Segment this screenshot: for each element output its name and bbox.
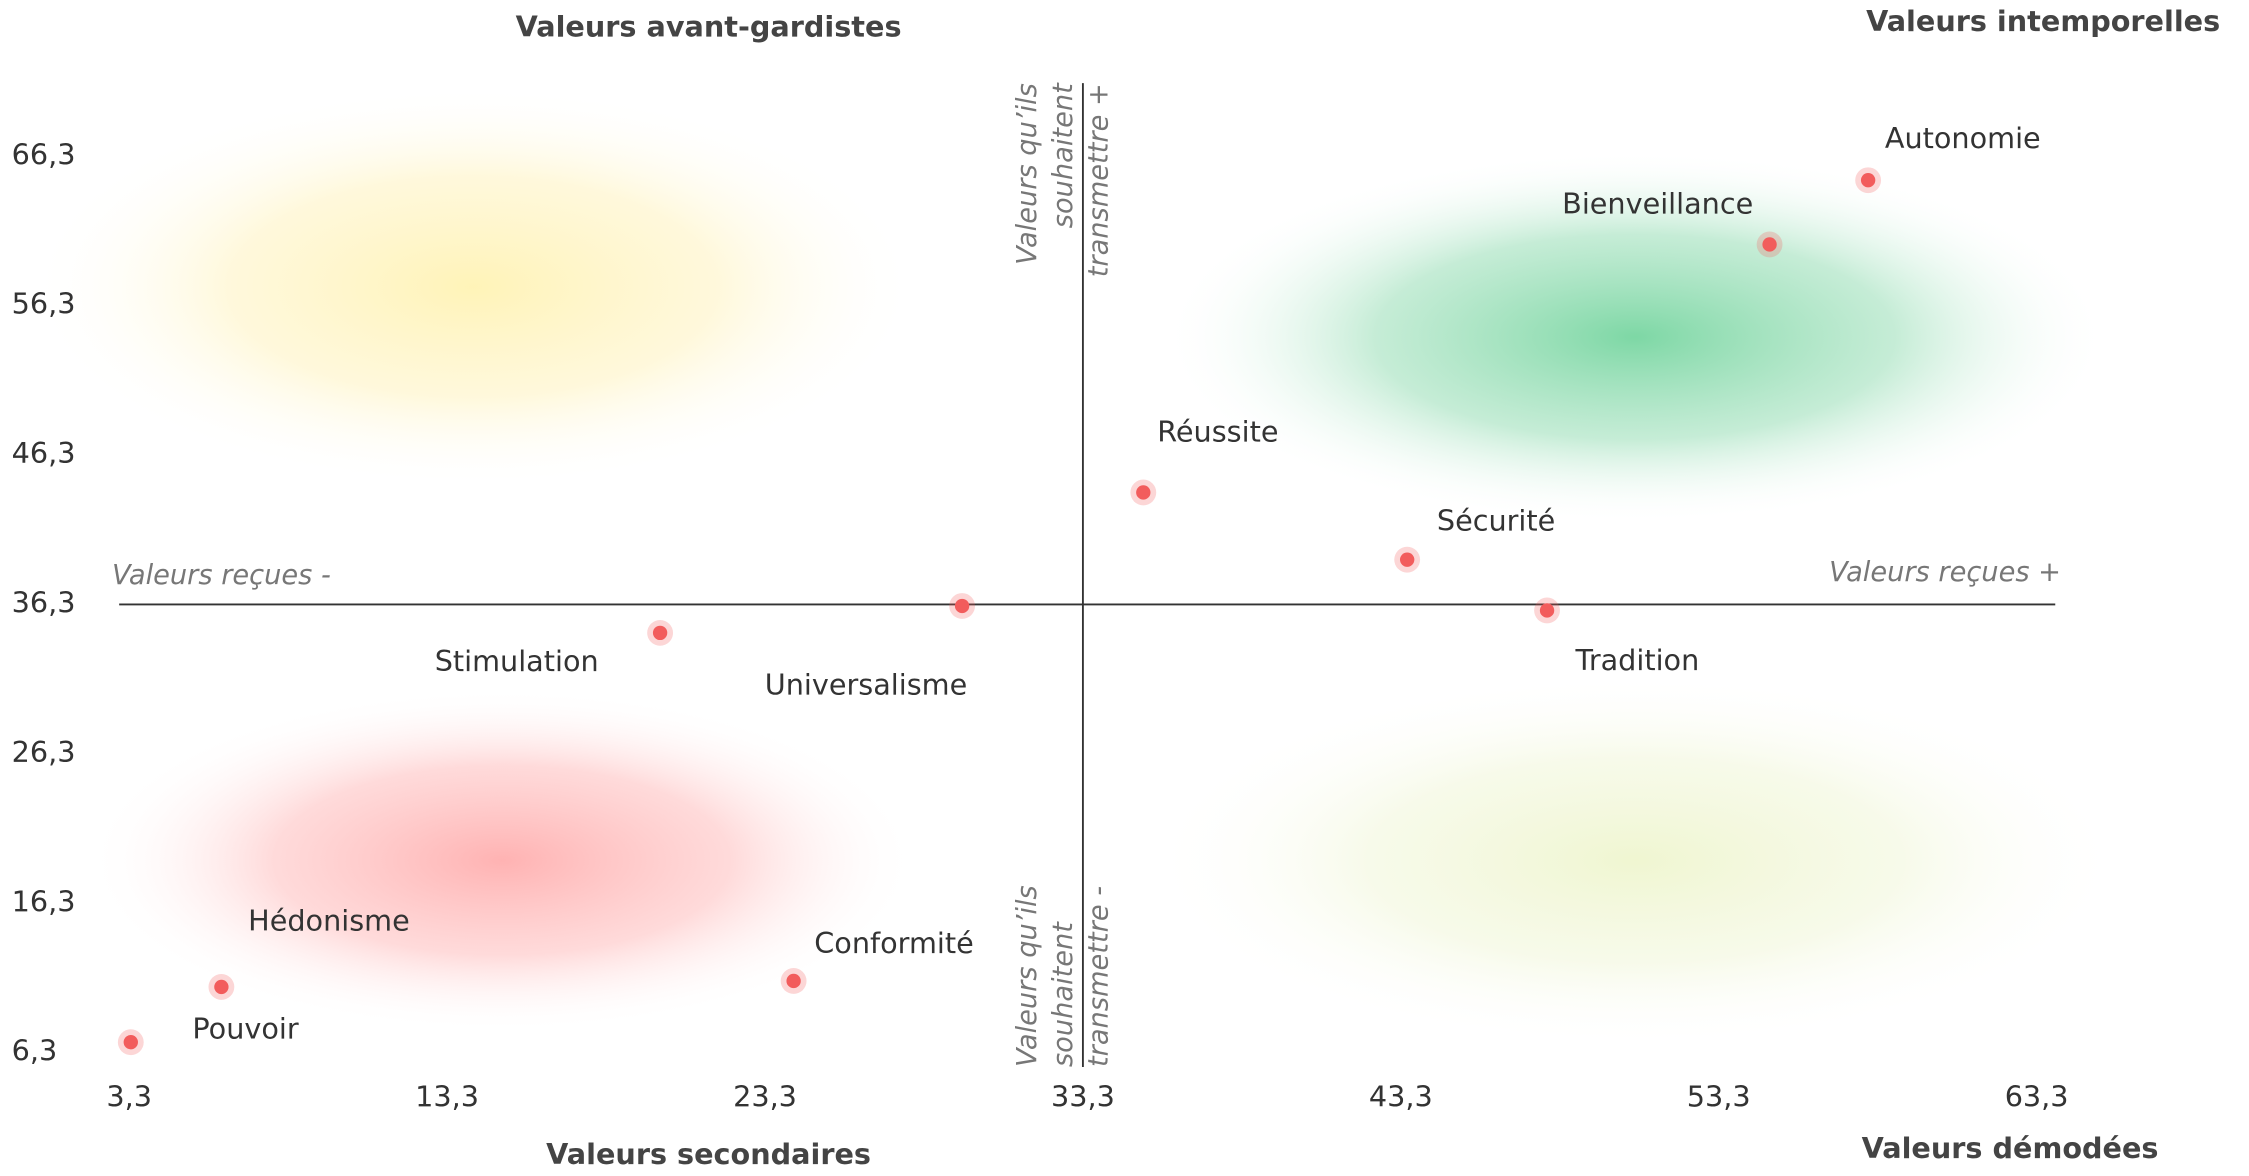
quadrant-title: Valeurs avant-gardistes bbox=[516, 10, 902, 44]
point bbox=[786, 973, 801, 989]
quadrant-title: Valeurs intemporelles bbox=[1866, 4, 2220, 38]
point bbox=[1539, 603, 1555, 618]
zone bbox=[28, 86, 918, 488]
point bbox=[214, 979, 229, 995]
point-label: Universalisme bbox=[765, 667, 967, 701]
zone bbox=[1147, 674, 2123, 1047]
y-tick-label: 56,3 bbox=[12, 287, 76, 321]
axis-annotation: Valeurs reçues + bbox=[1829, 557, 2061, 588]
zone bbox=[1161, 150, 2109, 524]
y-tick-label: 16,3 bbox=[12, 884, 76, 918]
point bbox=[123, 1035, 138, 1050]
x-tick-label: 63,3 bbox=[2005, 1080, 2069, 1114]
axis-annotation: Valeurs qu’ils bbox=[1012, 83, 1043, 265]
y-tick-label: 36,3 bbox=[12, 585, 76, 619]
x-tick-label: 33,3 bbox=[1051, 1080, 1115, 1114]
y-tick-label: 46,3 bbox=[12, 436, 76, 470]
point bbox=[954, 598, 970, 614]
zone bbox=[86, 688, 918, 1033]
x-tick-label: 3,3 bbox=[106, 1080, 152, 1114]
point bbox=[1860, 173, 1876, 188]
point-label: Sécurité bbox=[1437, 503, 1555, 537]
axis-annotation: transmettre + bbox=[1084, 83, 1115, 277]
axis-annotation: transmettre - bbox=[1084, 886, 1115, 1067]
point-label: Hédonisme bbox=[248, 903, 410, 937]
y-tick-label: 6,3 bbox=[12, 1034, 58, 1068]
point-label: Pouvoir bbox=[192, 1012, 298, 1046]
axis-annotation: souhaitent bbox=[1048, 921, 1079, 1067]
point-label: Stimulation bbox=[435, 644, 599, 678]
quadrant-title: Valeurs démodées bbox=[1862, 1131, 2159, 1165]
point-label: Conformité bbox=[814, 926, 973, 960]
x-tick-label: 13,3 bbox=[415, 1080, 479, 1114]
axis-annotation: Valeurs qu’ils bbox=[1012, 885, 1043, 1067]
axis-annotation: souhaitent bbox=[1048, 82, 1079, 228]
point-label: Tradition bbox=[1575, 643, 1700, 677]
quadrant-title: Valeurs secondaires bbox=[546, 1137, 871, 1171]
point-label: Bienveillance bbox=[1562, 187, 1753, 221]
y-tick-label: 66,3 bbox=[12, 137, 76, 171]
point bbox=[1399, 552, 1415, 567]
axis-annotation: Valeurs reçues - bbox=[112, 560, 331, 591]
y-tick-label: 26,3 bbox=[12, 735, 76, 769]
point bbox=[1136, 485, 1151, 500]
x-tick-label: 23,3 bbox=[733, 1080, 797, 1114]
point bbox=[1762, 237, 1777, 252]
point-label: Réussite bbox=[1157, 415, 1278, 449]
point bbox=[652, 625, 668, 641]
point-label: Autonomie bbox=[1885, 121, 2041, 155]
x-tick-label: 43,3 bbox=[1369, 1080, 1433, 1114]
x-tick-label: 53,3 bbox=[1687, 1080, 1751, 1114]
